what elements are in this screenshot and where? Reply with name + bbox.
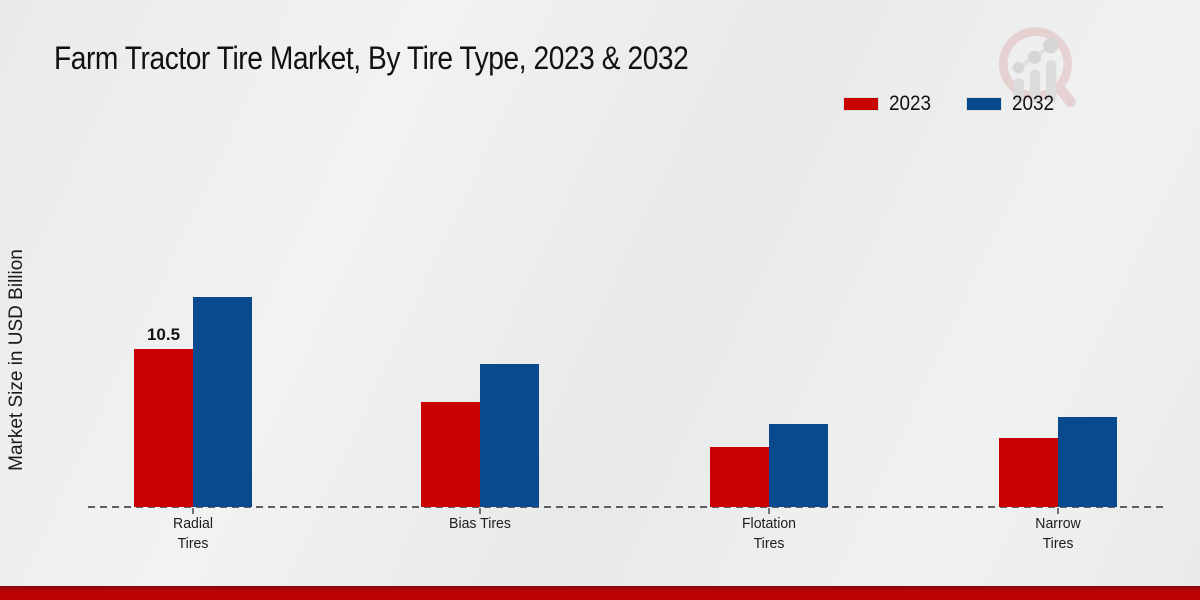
legend-swatch-2032 xyxy=(965,97,1002,111)
x-axis-baseline xyxy=(88,506,1166,514)
bar-2032-bias-tires xyxy=(480,364,539,507)
bar-2023-bias-tires xyxy=(421,402,480,507)
legend: 2023 2032 xyxy=(843,92,1058,116)
bottom-accent-strip xyxy=(0,586,1200,600)
chart-title: Farm Tractor Tire Market, By Tire Type, … xyxy=(54,40,689,76)
bar-value-label: 10.5 xyxy=(146,325,181,344)
bar-2032-radial-tires xyxy=(193,297,252,507)
bar-2023-narrow-tires xyxy=(999,438,1058,507)
bar-2032-flotation-tires xyxy=(769,424,828,507)
legend-item-2032: 2032 xyxy=(965,92,1059,116)
bar-2023-radial-tires xyxy=(134,349,193,507)
legend-swatch-2023 xyxy=(843,97,879,111)
category-label-bias-tires: Bias Tires xyxy=(449,515,511,532)
category-label-flotation-tires: Flotation Tires xyxy=(741,515,797,552)
legend-label-2032: 2032 xyxy=(1011,92,1054,115)
category-label-radial-tires: Radial Tires xyxy=(173,515,213,552)
legend-label-2023: 2023 xyxy=(889,92,932,115)
bar-2032-narrow-tires xyxy=(1058,417,1117,507)
legend-item-2023: 2023 xyxy=(843,92,936,116)
category-label-narrow-tires: Narrow Tires xyxy=(1035,515,1081,552)
bar-2023-flotation-tires xyxy=(710,447,769,507)
magnifier-bar-chart-logo-icon xyxy=(999,27,1076,107)
